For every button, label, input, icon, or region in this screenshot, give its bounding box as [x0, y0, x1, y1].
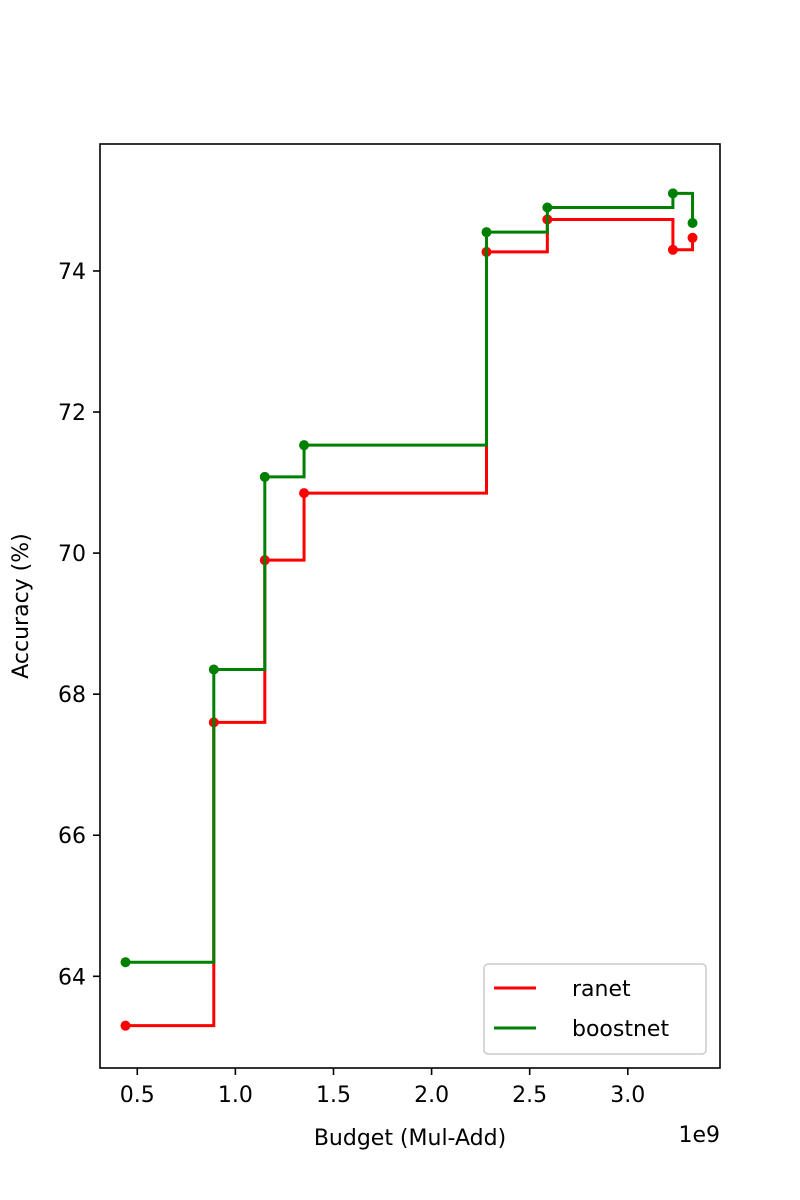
data-point-ranet [687, 232, 698, 243]
x-tick-label: 1.5 [316, 1083, 351, 1108]
y-tick-label: 68 [58, 683, 86, 708]
x-tick-label: 2.5 [512, 1083, 547, 1108]
series-layer [120, 188, 698, 1031]
data-point-boostnet [208, 664, 219, 675]
series-line-ranet [125, 217, 695, 1028]
x-axis-ticks: 0.5 1.0 1.5 2.0 2.5 3.0 [120, 1068, 645, 1108]
data-point-ranet [667, 244, 678, 255]
legend-label: ranet [572, 977, 631, 1002]
data-point-ranet [299, 488, 310, 499]
y-tick-label: 74 [58, 260, 86, 285]
data-point-boostnet [481, 227, 492, 238]
data-point-boostnet [299, 440, 310, 451]
x-tick-label: 0.5 [120, 1083, 155, 1108]
data-point-ranet [120, 1020, 131, 1031]
x-axis-label: Budget (Mul-Add) [314, 1126, 506, 1151]
data-point-boostnet [687, 217, 698, 228]
y-axis-ticks: 64 66 68 70 72 74 [58, 260, 100, 990]
x-tick-label: 1.0 [218, 1083, 253, 1108]
data-point-boostnet [667, 188, 678, 199]
x-axis-offset-label: 1e9 [678, 1123, 720, 1148]
series-line-boostnet [125, 191, 695, 964]
legend: ranet boostnet [483, 963, 707, 1055]
data-point-boostnet [259, 471, 270, 482]
legend-box [483, 963, 707, 1055]
data-point-boostnet [542, 202, 553, 213]
x-tick-label: 3.0 [610, 1083, 645, 1108]
y-axis-label: Accuracy (%) [9, 533, 34, 679]
y-tick-label: 70 [58, 542, 86, 567]
y-tick-label: 66 [58, 824, 86, 849]
data-point-boostnet [120, 957, 131, 968]
y-tick-label: 64 [58, 965, 86, 990]
y-tick-label: 72 [58, 401, 86, 426]
x-tick-label: 2.0 [414, 1083, 449, 1108]
legend-label: boostnet [572, 1017, 669, 1042]
plot-frame [99, 143, 721, 1069]
